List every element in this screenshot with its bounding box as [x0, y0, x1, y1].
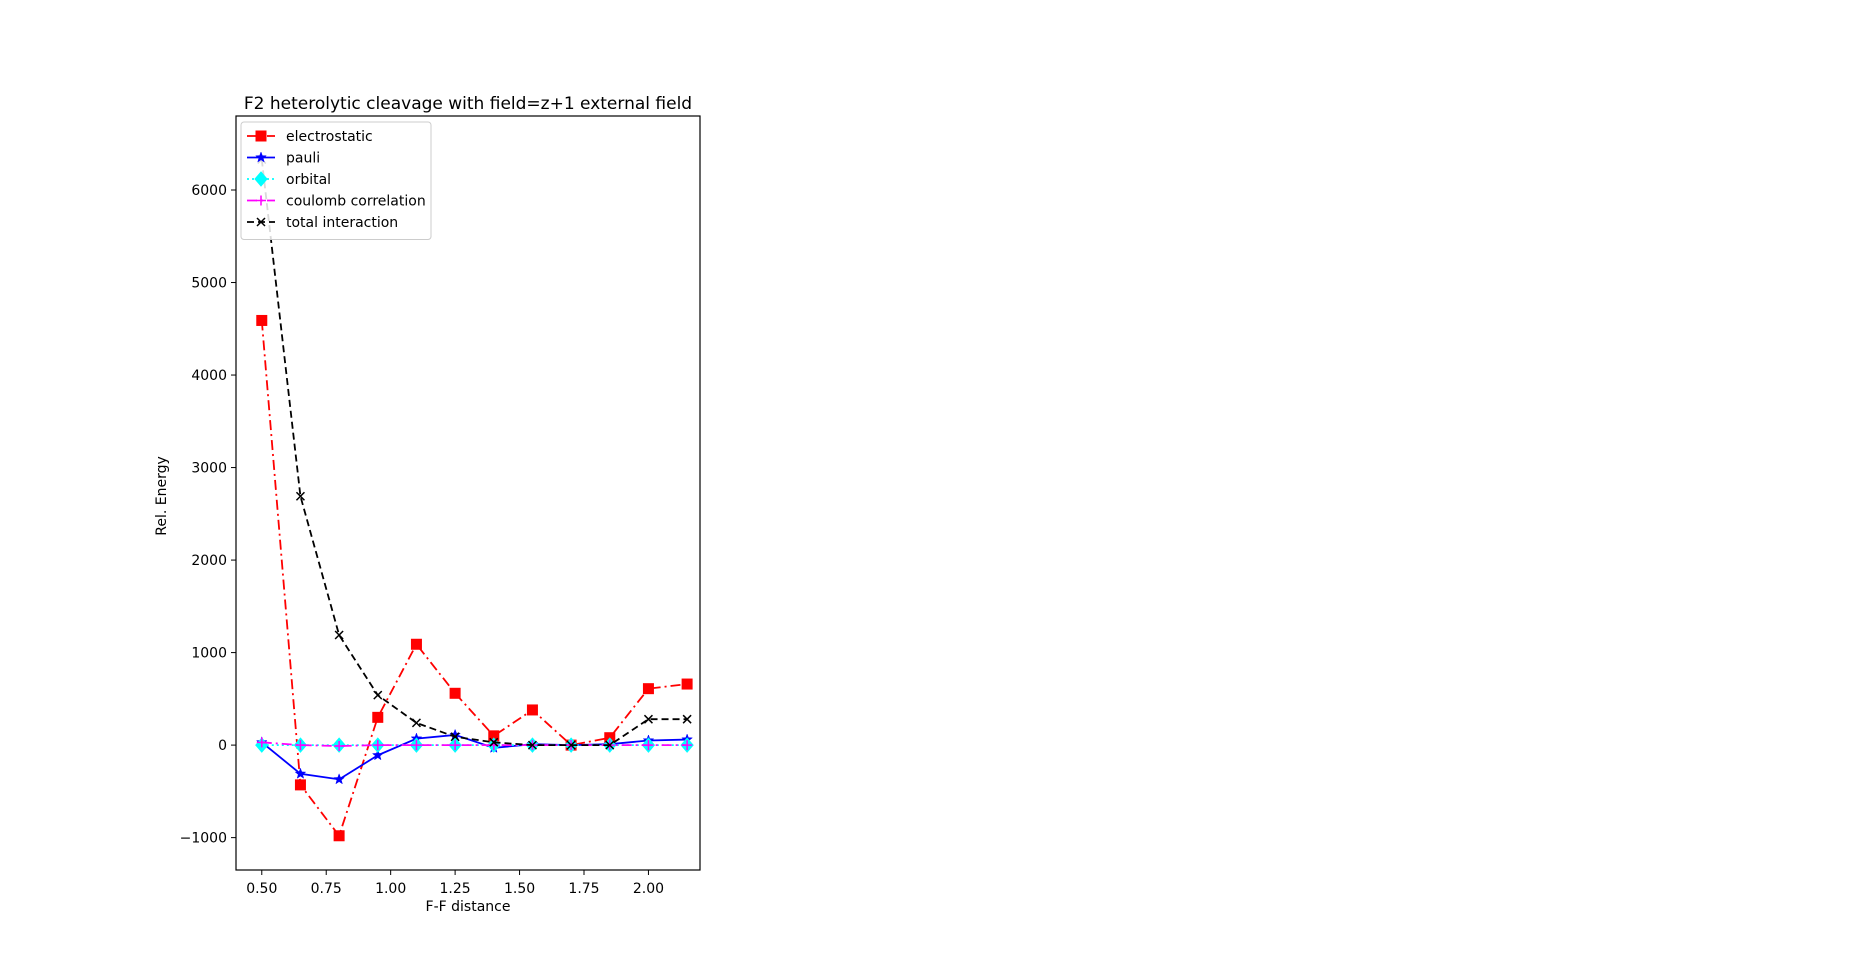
data-point-coulomb-correlation — [256, 737, 267, 748]
y-tick-label: 0 — [218, 738, 227, 754]
series-line-pauli — [261, 734, 688, 781]
data-point-total-interaction — [682, 714, 692, 724]
data-point-electrostatic — [642, 683, 654, 695]
legend-entry-total-interaction: total interaction — [247, 215, 398, 231]
data-point-total-interaction — [605, 740, 615, 750]
y-axis: −1000 0 1000 2000 3000 4000 5000 6000 — [180, 183, 236, 847]
data-point-pauli — [294, 767, 307, 779]
data-point-coulomb-correlation — [682, 740, 693, 751]
data-point-total-interaction — [566, 740, 576, 750]
series-line-coulomb-correlation — [261, 741, 688, 747]
legend-swatch-marker — [255, 151, 267, 163]
legend-swatch-marker — [255, 130, 267, 142]
legend-label: electrostatic — [286, 129, 373, 145]
legend-entry-pauli: pauli — [247, 151, 320, 167]
data-point-electrostatic — [681, 678, 693, 690]
series-electrostatic — [256, 314, 693, 842]
data-point-total-interaction — [527, 740, 537, 750]
y-tick-label: −1000 — [180, 831, 227, 847]
x-axis: 0.50 0.75 1.00 1.25 1.50 1.75 2.00 — [246, 870, 664, 897]
legend-swatch-marker — [256, 217, 266, 227]
x-tick-label: 0.50 — [246, 881, 277, 897]
x-tick-label: 2.00 — [633, 881, 664, 897]
data-point-coulomb-correlation — [372, 740, 383, 751]
x-tick-label: 1.25 — [440, 881, 471, 897]
legend-entry-electrostatic: electrostatic — [247, 129, 373, 145]
x-tick-label: 1.50 — [504, 881, 535, 897]
data-point-coulomb-correlation — [411, 740, 422, 751]
y-tick-label: 6000 — [191, 183, 227, 199]
data-point-total-interaction — [489, 737, 499, 747]
plot-frame — [235, 115, 701, 871]
data-point-electrostatic — [526, 704, 538, 716]
data-point-total-interaction — [643, 714, 653, 724]
y-tick-label: 3000 — [191, 461, 227, 477]
legend-swatch-marker — [254, 171, 268, 187]
x-tick-label: 1.00 — [375, 881, 406, 897]
series-line-electrostatic — [260, 320, 688, 838]
legend-swatch-marker — [256, 195, 266, 206]
legend: electrostatic pauli orbital coulomb correla… — [240, 121, 432, 240]
data-point-total-interaction — [373, 690, 383, 700]
legend-label: total interaction — [286, 215, 398, 231]
legend-label: orbital — [286, 172, 331, 188]
y-tick-label: 1000 — [191, 646, 227, 662]
series-layer — [255, 154, 694, 842]
data-point-electrostatic — [294, 779, 306, 791]
y-tick-label: 5000 — [191, 276, 227, 292]
data-point-pauli — [333, 773, 346, 785]
data-point-coulomb-correlation — [295, 740, 306, 751]
x-axis-label: F-F distance — [426, 899, 511, 915]
data-point-total-interaction — [450, 732, 460, 742]
y-tick-label: 2000 — [191, 553, 227, 569]
data-point-pauli — [371, 749, 384, 761]
y-tick-label: 4000 — [191, 368, 227, 384]
data-point-electrostatic — [333, 830, 345, 842]
legend-label: coulomb correlation — [286, 194, 426, 210]
data-point-electrostatic — [410, 638, 422, 650]
legend-entry-orbital: orbital — [247, 171, 331, 188]
legend-frame — [240, 121, 432, 240]
data-point-coulomb-correlation — [334, 741, 345, 752]
data-point-coulomb-correlation — [643, 740, 654, 751]
x-tick-label: 0.75 — [311, 881, 342, 897]
data-point-total-interaction — [411, 718, 421, 728]
series-total-interaction — [257, 154, 692, 750]
series-coulomb-correlation — [256, 737, 693, 752]
data-point-total-interaction — [334, 630, 344, 640]
x-tick-label: 1.75 — [568, 881, 599, 897]
data-point-total-interaction — [295, 491, 305, 501]
chart-title: F2 heterolytic cleavage with field=z+1 e… — [244, 94, 692, 114]
series-line-total-interaction — [260, 159, 688, 746]
data-point-electrostatic — [372, 711, 384, 723]
data-point-coulomb-correlation — [450, 740, 461, 751]
legend-label: pauli — [286, 151, 320, 167]
data-point-electrostatic — [256, 314, 268, 326]
data-point-electrostatic — [449, 687, 461, 699]
y-axis-label: Rel. Energy — [154, 456, 170, 536]
series-pauli — [255, 728, 694, 785]
legend-entry-coulomb-correlation: coulomb correlation — [247, 194, 426, 210]
